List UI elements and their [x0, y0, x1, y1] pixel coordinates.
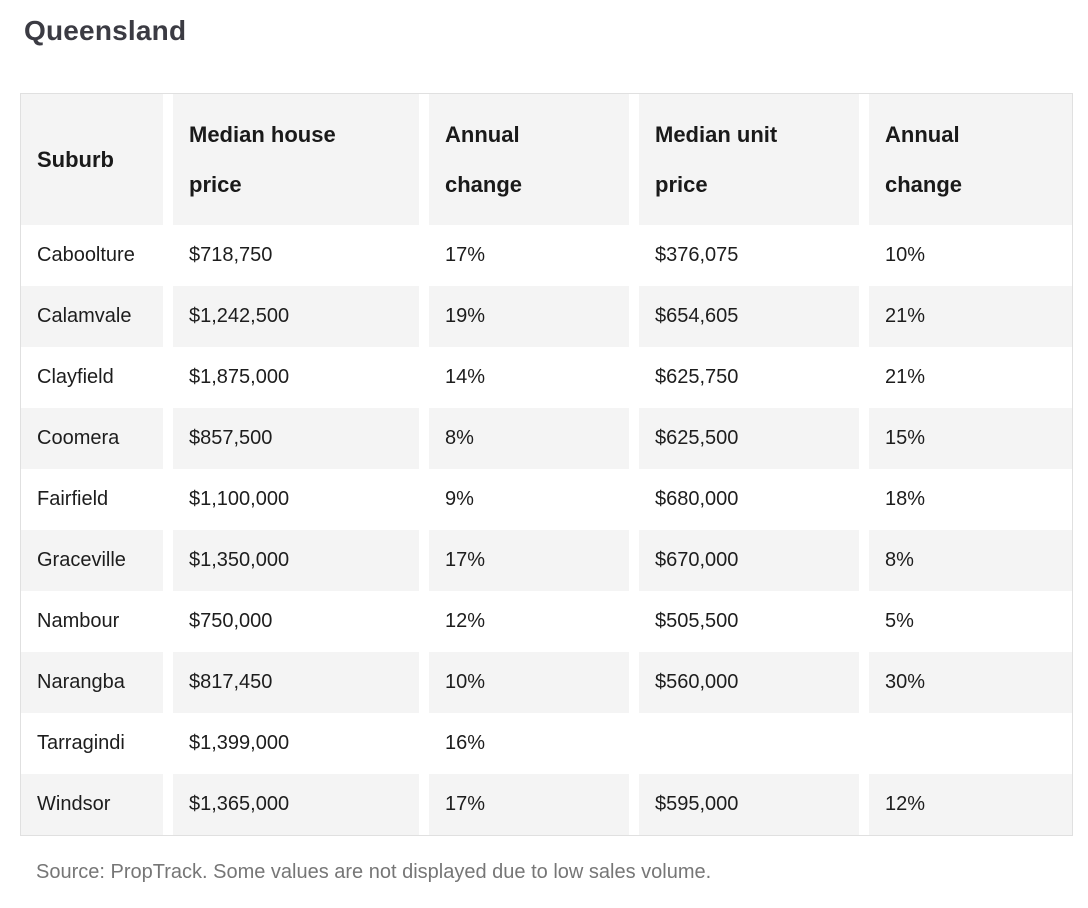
unit-change-cell: 15% [869, 408, 1072, 469]
suburb-cell: Coomera [21, 408, 163, 469]
unit-price-cell: $670,000 [639, 530, 859, 591]
unit-change-cell: 18% [869, 469, 1072, 530]
suburb-cell: Tarragindi [21, 713, 163, 774]
unit-price-cell: $680,000 [639, 469, 859, 530]
suburb-cell: Nambour [21, 591, 163, 652]
house-change-cell: 16% [429, 713, 629, 774]
suburb-cell: Narangba [21, 652, 163, 713]
unit-price-cell: $376,075 [639, 225, 859, 286]
house-price-cell: $817,450 [173, 652, 419, 713]
suburb-cell: Graceville [21, 530, 163, 591]
house-price-cell: $857,500 [173, 408, 419, 469]
unit-change-cell: 10% [869, 225, 1072, 286]
house-change-cell: 17% [429, 774, 629, 835]
house-price-cell: $750,000 [173, 591, 419, 652]
source-note: Source: PropTrack. Some values are not d… [36, 861, 712, 883]
unit-change-cell: 30% [869, 652, 1072, 713]
unit-change-cell: 5% [869, 591, 1072, 652]
column-header-house-change: Annual change [429, 94, 629, 225]
unit-change-cell: 12% [869, 774, 1072, 835]
column-header-suburb: Suburb [21, 94, 163, 225]
house-price-cell: $1,242,500 [173, 286, 419, 347]
unit-price-cell: $595,000 [639, 774, 859, 835]
suburb-cell: Windsor [21, 774, 163, 835]
unit-price-cell: $625,500 [639, 408, 859, 469]
house-change-cell: 12% [429, 591, 629, 652]
house-change-cell: 14% [429, 347, 629, 408]
house-price-cell: $1,100,000 [173, 469, 419, 530]
column-header-unit-price: Median unit price [639, 94, 859, 225]
house-price-cell: $1,350,000 [173, 530, 419, 591]
suburb-cell: Caboolture [21, 225, 163, 286]
suburb-cell: Fairfield [21, 469, 163, 530]
unit-change-cell [869, 713, 1072, 774]
house-price-cell: $1,875,000 [173, 347, 419, 408]
house-change-cell: 17% [429, 225, 629, 286]
unit-price-cell: $560,000 [639, 652, 859, 713]
suburb-cell: Clayfield [21, 347, 163, 408]
house-price-cell: $1,399,000 [173, 713, 419, 774]
price-table: Suburb Median house price Annual change … [20, 93, 1073, 836]
house-change-cell: 19% [429, 286, 629, 347]
house-change-cell: 9% [429, 469, 629, 530]
unit-price-cell: $505,500 [639, 591, 859, 652]
unit-price-cell: $625,750 [639, 347, 859, 408]
house-price-cell: $718,750 [173, 225, 419, 286]
house-price-cell: $1,365,000 [173, 774, 419, 835]
suburb-cell: Calamvale [21, 286, 163, 347]
unit-change-cell: 21% [869, 347, 1072, 408]
column-header-unit-change: Annual change [869, 94, 1072, 225]
section-title: Queensland [24, 15, 187, 46]
house-change-cell: 10% [429, 652, 629, 713]
column-header-house-price: Median house price [173, 94, 419, 225]
unit-change-cell: 8% [869, 530, 1072, 591]
unit-price-cell [639, 713, 859, 774]
house-change-cell: 17% [429, 530, 629, 591]
unit-change-cell: 21% [869, 286, 1072, 347]
unit-price-cell: $654,605 [639, 286, 859, 347]
house-change-cell: 8% [429, 408, 629, 469]
